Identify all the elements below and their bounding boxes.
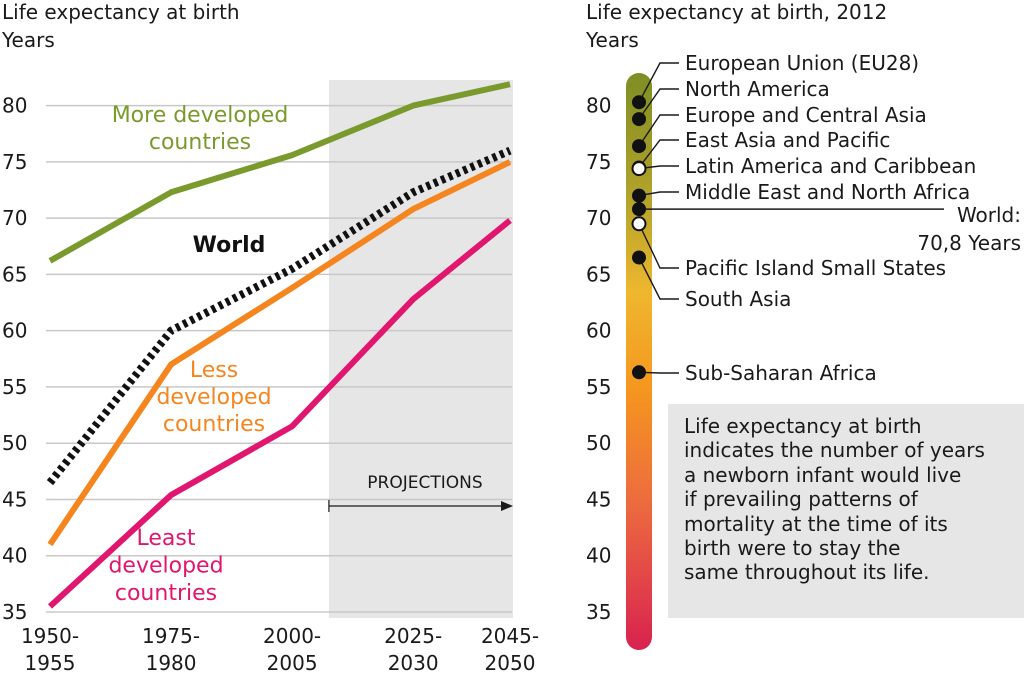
series-label-less-developed-countries-line2: developed bbox=[156, 385, 271, 410]
left-chart: Life expectancy at birth Years 35 40 45 50 5… bbox=[1, 0, 539, 675]
leader-line-east-asia-and-pacific bbox=[638, 139, 679, 168]
note-line-3: a newborn infant would live bbox=[684, 462, 962, 487]
left-x-tick-2045-2050-line1: 2045- bbox=[481, 624, 539, 648]
left-series-lines bbox=[46, 81, 512, 609]
series-label-least-developed-countries-line2: developed bbox=[108, 554, 223, 579]
right-y-tick-60: 60 bbox=[586, 319, 611, 343]
series-label-more-developed-countries-line1: More developed bbox=[112, 103, 289, 128]
left-x-tick-2000-2005-line2: 2005 bbox=[267, 651, 318, 675]
left-y-tick-labels: 35 40 45 50 55 60 65 70 75 80 bbox=[2, 94, 27, 624]
point-label-north-america: North America bbox=[685, 77, 830, 101]
right-y-tick-45: 45 bbox=[586, 487, 611, 511]
note-line-4: if prevailing patterns of bbox=[684, 487, 918, 512]
left-chart-title: Life expectancy at birth bbox=[2, 0, 240, 24]
projection-band bbox=[328, 80, 513, 618]
left-x-tick-2045-2050-line2: 2050 bbox=[485, 651, 536, 675]
point-world bbox=[632, 202, 646, 217]
point-label-middle-east-and-north-africa: Middle East and North Africa bbox=[685, 180, 970, 204]
life-expectancy-gradient-bar bbox=[626, 73, 652, 650]
right-y-tick-35: 35 bbox=[586, 600, 611, 624]
left-y-tick-55: 55 bbox=[2, 375, 27, 399]
left-x-tick-1950-1955-line2: 1955 bbox=[25, 651, 76, 675]
left-x-tick-labels: 1950- 1955 1975- 1980 2000- 2005 2025- 2030 2045… bbox=[21, 624, 539, 675]
point-label-european-union-eu28: European Union (EU28) bbox=[685, 51, 919, 75]
series-line-more-developed-countries bbox=[48, 81, 511, 264]
point-middle-east-and-north-africa bbox=[632, 188, 646, 203]
right-chart-title: Life expectancy at birth, 2012 bbox=[586, 0, 887, 24]
left-y-tick-50: 50 bbox=[2, 431, 27, 455]
point-north-america bbox=[632, 112, 646, 127]
note-line-5: mortality at the time of its bbox=[684, 511, 948, 536]
series-line-less-developed-countries bbox=[47, 159, 512, 547]
right-points: European Union (EU28)North AmericaEurope… bbox=[631, 51, 1021, 385]
leader-line-sub-saharan-africa bbox=[638, 371, 679, 374]
left-x-tick-2000-2005-line1: 2000- bbox=[263, 624, 321, 648]
left-x-tick-2025-2030-line1: 2025- bbox=[384, 624, 442, 648]
point-europe-and-central-asia bbox=[632, 139, 646, 154]
leader-line-middle-east-and-north-africa bbox=[638, 191, 679, 197]
leader-line-european-union-eu28 bbox=[638, 62, 679, 103]
left-y-tick-75: 75 bbox=[2, 150, 27, 174]
right-y-tick-80: 80 bbox=[586, 94, 611, 118]
left-y-tick-80: 80 bbox=[2, 94, 27, 118]
series-label-least-developed-countries-line3: countries bbox=[115, 581, 217, 606]
left-x-tick-1975-1980-line1: 1975- bbox=[142, 624, 200, 648]
right-chart: Life expectancy at birth, 2012 Years 35 4… bbox=[585, 0, 1021, 650]
left-y-tick-40: 40 bbox=[2, 544, 27, 568]
point-south-asia bbox=[632, 250, 646, 265]
point-label-latin-america-and-caribbean: Latin America and Caribbean bbox=[685, 154, 976, 178]
series-label-least-developed-countries-line1: Least bbox=[137, 526, 196, 551]
left-y-tick-45: 45 bbox=[2, 487, 27, 511]
point-sub-saharan-africa bbox=[632, 365, 646, 380]
point-latin-america-and-caribbean bbox=[631, 161, 647, 177]
left-x-tick-2025-2030-line2: 2030 bbox=[388, 651, 439, 675]
left-y-tick-65: 65 bbox=[2, 262, 27, 286]
point-label-pacific-island-small-states: Pacific Island Small States bbox=[685, 256, 946, 280]
right-y-tick-75: 75 bbox=[586, 150, 611, 174]
point-label-world-line1: World: bbox=[957, 203, 1021, 227]
left-y-tick-70: 70 bbox=[2, 206, 27, 230]
left-y-tick-60: 60 bbox=[2, 319, 27, 343]
right-y-tick-55: 55 bbox=[586, 375, 611, 399]
left-chart-ylabel: Years bbox=[1, 28, 55, 52]
series-line-least-developed-countries bbox=[47, 218, 512, 609]
point-european-union-eu28 bbox=[632, 95, 646, 110]
leader-line-north-america bbox=[638, 88, 679, 120]
point-label-south-asia: South Asia bbox=[685, 287, 791, 311]
series-line-world bbox=[46, 146, 512, 486]
series-label-less-developed-countries-line1: Less bbox=[190, 358, 238, 383]
leader-line-pacific-island-small-states bbox=[638, 223, 679, 269]
point-label-sub-saharan-africa: Sub-Saharan Africa bbox=[685, 361, 877, 385]
right-y-tick-70: 70 bbox=[586, 206, 611, 230]
point-label-europe-and-central-asia: Europe and Central Asia bbox=[685, 103, 927, 127]
series-label-more-developed-countries-line2: countries bbox=[149, 130, 251, 155]
point-pacific-island-small-states bbox=[631, 216, 647, 232]
right-y-tick-65: 65 bbox=[586, 262, 611, 286]
projection-marker: PROJECTIONS bbox=[328, 473, 513, 512]
series-label-less-developed-countries-line3: countries bbox=[163, 412, 265, 437]
right-chart-ylabel: Years bbox=[585, 28, 639, 52]
note-line-6: birth were to stay the bbox=[684, 536, 901, 561]
left-x-tick-1950-1955-line1: 1950- bbox=[21, 624, 79, 648]
projection-label: PROJECTIONS bbox=[367, 473, 482, 493]
left-x-tick-1975-1980-line2: 1980 bbox=[146, 651, 197, 675]
point-label-world-line2: 70,8 Years bbox=[917, 231, 1021, 255]
point-label-east-asia-and-pacific: East Asia and Pacific bbox=[685, 128, 890, 152]
note-line-2: indicates the number of years bbox=[684, 438, 985, 463]
right-y-tick-labels: 35 40 45 50 55 60 65 70 75 80 bbox=[586, 94, 611, 624]
left-series-labels: More developedcountriesWorldLessdevelope… bbox=[108, 103, 288, 606]
note-line-7: same throughout its life. bbox=[684, 560, 930, 585]
right-y-tick-50: 50 bbox=[586, 431, 611, 455]
definition-note: Life expectancy at birth indicates the nu… bbox=[668, 404, 1024, 618]
projection-arrow-head bbox=[501, 501, 513, 511]
note-line-1: Life expectancy at birth bbox=[684, 414, 922, 438]
left-y-tick-35: 35 bbox=[2, 600, 27, 624]
series-label-world-line1: World bbox=[193, 233, 266, 258]
leader-line-europe-and-central-asia bbox=[638, 114, 679, 147]
leader-line-south-asia bbox=[638, 257, 679, 300]
right-y-tick-40: 40 bbox=[586, 544, 611, 568]
